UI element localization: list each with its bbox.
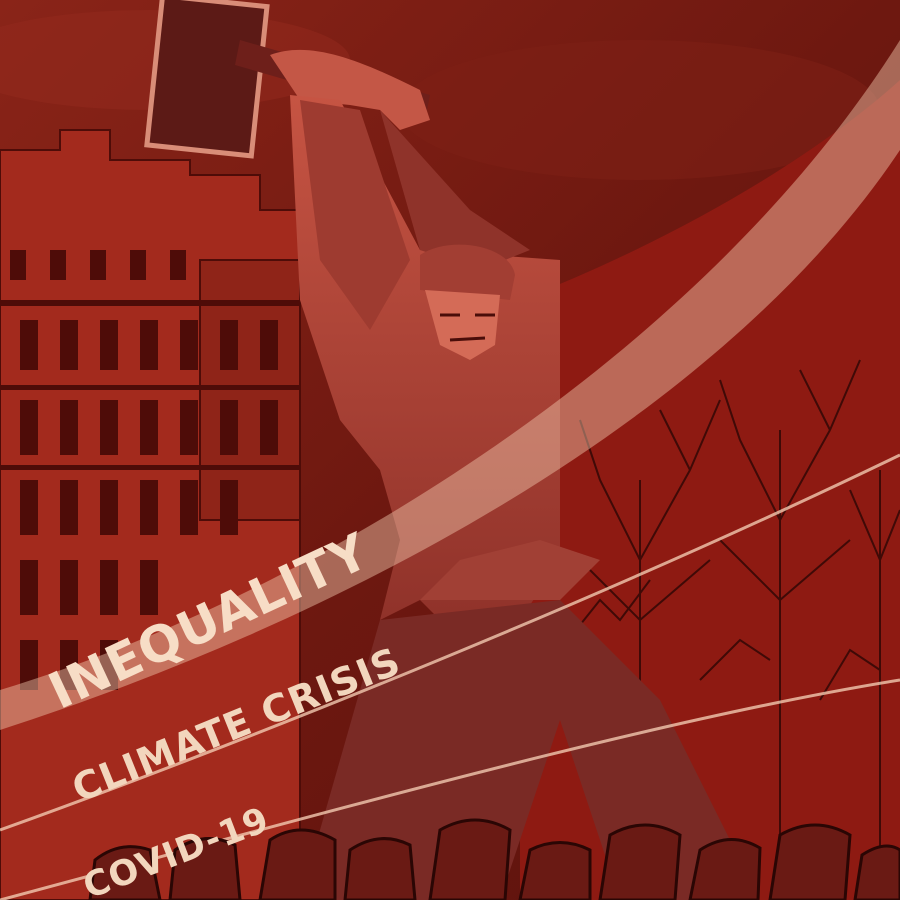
cloud <box>400 40 880 180</box>
building-windows <box>0 250 300 690</box>
crowd-fists <box>88 818 900 900</box>
bare-trees <box>559 359 900 900</box>
worker-figure <box>270 49 760 900</box>
